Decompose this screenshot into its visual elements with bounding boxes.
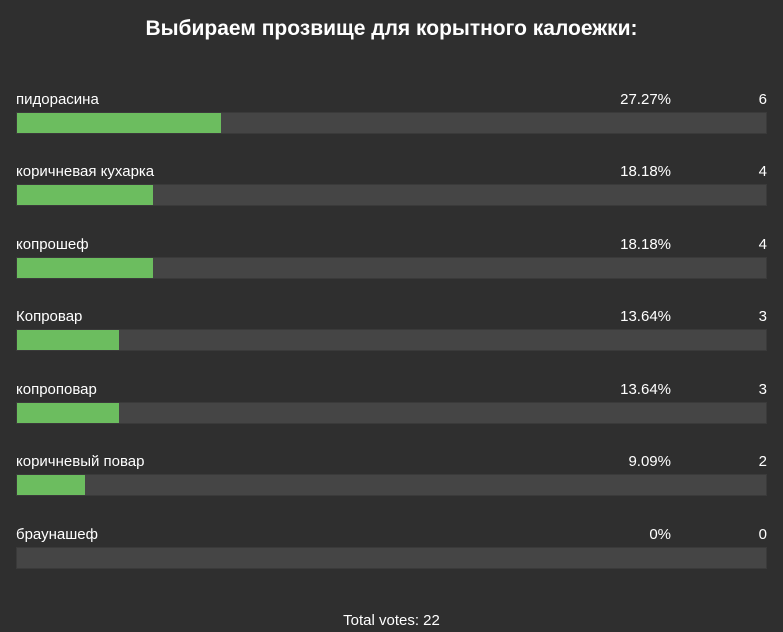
option-label: браунашеф bbox=[16, 526, 98, 543]
option-label: копроповар bbox=[16, 381, 97, 398]
poll-option[interactable]: копрошеф 18.18% 4 bbox=[16, 235, 767, 291]
option-vote-count: 0 bbox=[758, 526, 767, 543]
poll-option[interactable]: коричневая кухарка 18.18% 4 bbox=[16, 162, 767, 218]
progress-bar-fill bbox=[17, 185, 153, 205]
progress-bar-track bbox=[16, 184, 767, 206]
progress-bar-fill bbox=[17, 475, 85, 495]
option-percent: 27.27% bbox=[620, 91, 671, 108]
option-label: Копровар bbox=[16, 308, 83, 325]
option-label: копрошеф bbox=[16, 236, 89, 253]
poll-option[interactable]: коричневый повар 9.09% 2 bbox=[16, 452, 767, 508]
option-percent: 13.64% bbox=[620, 381, 671, 398]
option-label: пидорасина bbox=[16, 91, 99, 108]
progress-bar-track bbox=[16, 402, 767, 424]
option-vote-count: 3 bbox=[758, 381, 767, 398]
option-percent: 9.09% bbox=[628, 453, 671, 470]
option-vote-count: 3 bbox=[758, 308, 767, 325]
progress-bar-track bbox=[16, 547, 767, 569]
progress-bar-fill bbox=[17, 258, 153, 278]
progress-bar-fill bbox=[17, 113, 221, 133]
option-percent: 0% bbox=[649, 526, 671, 543]
option-vote-count: 2 bbox=[758, 453, 767, 470]
progress-bar-fill bbox=[17, 330, 119, 350]
poll-title: Выбираем прозвище для корытного калоежки… bbox=[145, 17, 638, 40]
option-label: коричневая кухарка bbox=[16, 163, 155, 180]
progress-bar-fill bbox=[17, 403, 119, 423]
option-label: коричневый повар bbox=[16, 453, 145, 470]
total-votes: Total votes: 22 bbox=[343, 612, 440, 629]
option-percent: 13.64% bbox=[620, 308, 671, 325]
progress-bar-track bbox=[16, 329, 767, 351]
poll-option[interactable]: пидорасина 27.27% 6 bbox=[16, 90, 767, 146]
progress-bar-track bbox=[16, 257, 767, 279]
progress-bar-track bbox=[16, 474, 767, 496]
poll-option[interactable]: копроповар 13.64% 3 bbox=[16, 380, 767, 436]
option-vote-count: 4 bbox=[758, 163, 767, 180]
poll-option[interactable]: Копровар 13.64% 3 bbox=[16, 307, 767, 363]
option-vote-count: 6 bbox=[758, 91, 767, 108]
poll-option[interactable]: браунашеф 0% 0 bbox=[16, 525, 767, 581]
progress-bar-track bbox=[16, 112, 767, 134]
option-percent: 18.18% bbox=[620, 163, 671, 180]
option-percent: 18.18% bbox=[620, 236, 671, 253]
option-vote-count: 4 bbox=[758, 236, 767, 253]
